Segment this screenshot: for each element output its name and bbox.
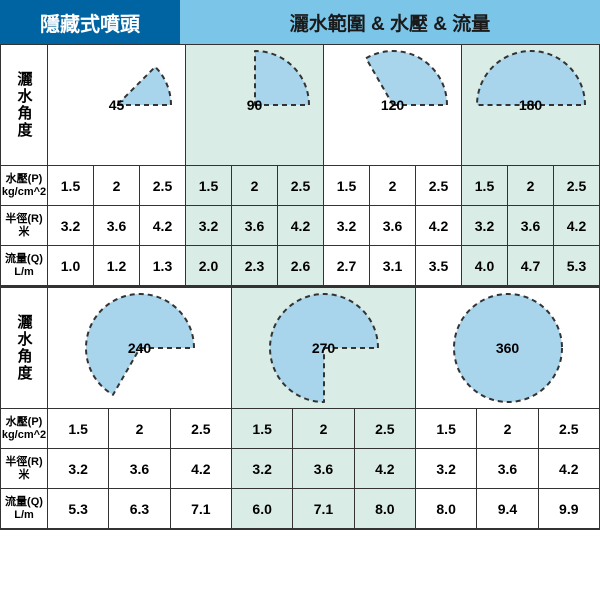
angle-diagram: 120 [324, 44, 462, 166]
flow-cell: 2.0 [186, 246, 232, 286]
flow-cell: 8.0 [355, 489, 416, 529]
pressure-cell: 2 [109, 409, 170, 449]
radius-cell: 3.6 [293, 449, 354, 489]
flow-cell: 3.5 [416, 246, 462, 286]
flow-cell: 1.3 [140, 246, 186, 286]
angle-diagram: 240 [48, 287, 232, 409]
radius-cell: 4.2 [539, 449, 600, 489]
radius-cell: 3.2 [416, 449, 477, 489]
flow-cell: 5.3 [48, 489, 109, 529]
pressure-cell: 1.5 [232, 409, 293, 449]
radius-cell: 3.2 [48, 449, 109, 489]
radius-cell: 3.2 [232, 449, 293, 489]
row-label-pressure: 水壓(P)kg/cm^2 [0, 166, 48, 206]
pressure-cell: 2 [477, 409, 538, 449]
row-label-radius: 半徑(R)米 [0, 449, 48, 489]
radius-cell: 3.2 [186, 206, 232, 246]
product-title: 隱藏式噴頭 [0, 0, 180, 44]
radius-cell: 4.2 [416, 206, 462, 246]
pressure-cell: 2.5 [140, 166, 186, 206]
angle-diagram: 360 [416, 287, 600, 409]
row-label-pressure: 水壓(P)kg/cm^2 [0, 409, 48, 449]
pressure-cell: 1.5 [416, 409, 477, 449]
angle-diagram: 45 [48, 44, 186, 166]
row-label-flow: 流量(Q)L/m [0, 489, 48, 529]
angle-value: 180 [519, 97, 542, 113]
flow-cell: 5.3 [554, 246, 600, 286]
angle-value: 45 [109, 97, 125, 113]
angle-value: 270 [312, 340, 335, 356]
pressure-cell: 1.5 [324, 166, 370, 206]
pressure-cell: 1.5 [462, 166, 508, 206]
pressure-cell: 2 [293, 409, 354, 449]
angle-value: 360 [496, 340, 519, 356]
flow-cell: 1.2 [94, 246, 140, 286]
radius-cell: 4.2 [278, 206, 324, 246]
radius-cell: 3.2 [324, 206, 370, 246]
flow-cell: 1.0 [48, 246, 94, 286]
angle-diagram: 180 [462, 44, 600, 166]
pressure-cell: 2.5 [278, 166, 324, 206]
angle-diagram: 270 [232, 287, 416, 409]
flow-cell: 9.9 [539, 489, 600, 529]
radius-cell: 3.2 [462, 206, 508, 246]
radius-cell: 3.6 [232, 206, 278, 246]
flow-cell: 7.1 [171, 489, 232, 529]
flow-cell: 2.6 [278, 246, 324, 286]
spec-tables: 灑水角度水壓(P)kg/cm^2半徑(R)米流量(Q)L/m4590120180… [0, 44, 600, 530]
row-label-radius: 半徑(R)米 [0, 206, 48, 246]
flow-cell: 9.4 [477, 489, 538, 529]
angle-value: 120 [381, 97, 404, 113]
angle-value: 240 [128, 340, 151, 356]
radius-cell: 3.6 [109, 449, 170, 489]
row-label-angle: 灑水角度 [0, 287, 48, 409]
radius-cell: 3.6 [508, 206, 554, 246]
pressure-cell: 2.5 [539, 409, 600, 449]
radius-cell: 4.2 [554, 206, 600, 246]
radius-cell: 4.2 [140, 206, 186, 246]
pressure-cell: 1.5 [48, 166, 94, 206]
flow-cell: 2.3 [232, 246, 278, 286]
pressure-cell: 2 [232, 166, 278, 206]
angle-diagram: 90 [186, 44, 324, 166]
radius-cell: 3.2 [48, 206, 94, 246]
flow-cell: 4.7 [508, 246, 554, 286]
flow-cell: 6.3 [109, 489, 170, 529]
flow-cell: 8.0 [416, 489, 477, 529]
spec-section: 灑水角度水壓(P)kg/cm^2半徑(R)米流量(Q)L/m 45 90 120 180… [0, 44, 600, 287]
pressure-cell: 2.5 [554, 166, 600, 206]
pressure-cell: 1.5 [186, 166, 232, 206]
radius-cell: 4.2 [355, 449, 416, 489]
radius-cell: 3.6 [477, 449, 538, 489]
flow-cell: 7.1 [293, 489, 354, 529]
flow-cell: 3.1 [370, 246, 416, 286]
row-label-angle: 灑水角度 [0, 44, 48, 166]
radius-cell: 3.6 [370, 206, 416, 246]
pressure-cell: 2.5 [355, 409, 416, 449]
pressure-cell: 2 [508, 166, 554, 206]
flow-cell: 2.7 [324, 246, 370, 286]
page-subtitle: 灑水範圍 & 水壓 & 流量 [180, 0, 600, 44]
flow-cell: 6.0 [232, 489, 293, 529]
pressure-cell: 2.5 [171, 409, 232, 449]
radius-cell: 3.6 [94, 206, 140, 246]
angle-value: 90 [247, 97, 263, 113]
flow-cell: 4.0 [462, 246, 508, 286]
header-bar: 隱藏式噴頭 灑水範圍 & 水壓 & 流量 [0, 0, 600, 44]
pressure-cell: 2.5 [416, 166, 462, 206]
pressure-cell: 2 [370, 166, 416, 206]
radius-cell: 4.2 [171, 449, 232, 489]
pressure-cell: 1.5 [48, 409, 109, 449]
pressure-cell: 2 [94, 166, 140, 206]
row-label-flow: 流量(Q)L/m [0, 246, 48, 286]
spec-section: 灑水角度水壓(P)kg/cm^2半徑(R)米流量(Q)L/m 240 270 360 1… [0, 287, 600, 530]
